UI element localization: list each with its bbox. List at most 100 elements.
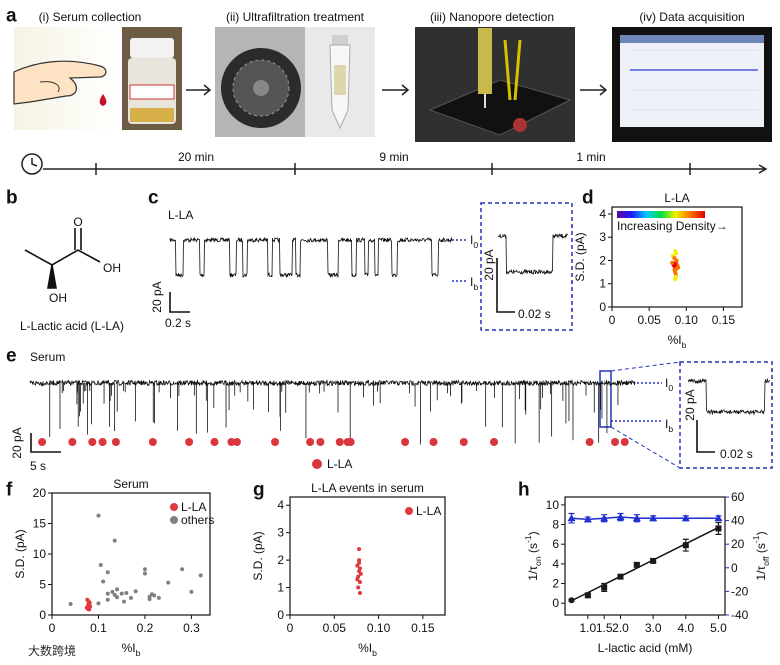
event-dot — [346, 438, 355, 446]
data-point — [601, 584, 608, 591]
x-tick-label: 0.2 — [137, 621, 154, 635]
legend-marker — [405, 507, 413, 515]
legend-label: L-LA — [416, 504, 441, 518]
step-title: (iii) Nanopore detection — [430, 10, 554, 24]
y-tick-label: 0 — [599, 300, 606, 314]
scatter-point — [356, 585, 361, 590]
serum-trace — [29, 378, 636, 387]
event-dot — [620, 438, 629, 446]
label-part: 1/τ — [754, 566, 768, 581]
current-trace — [169, 236, 453, 279]
y-tick-label: 15 — [33, 517, 47, 531]
label-part: ) — [526, 531, 540, 535]
data-point — [583, 515, 592, 523]
x-tick-label: 0.10 — [675, 313, 699, 327]
step-time: 20 min — [178, 150, 214, 164]
data-point — [649, 514, 658, 522]
event-dot — [185, 438, 194, 446]
scatter-point — [180, 567, 185, 572]
selection-box — [599, 370, 612, 428]
y-tick-label: 0 — [277, 608, 284, 622]
scatter-point — [124, 591, 129, 596]
x-tick-label: 0.05 — [637, 313, 661, 327]
atom: OH — [103, 261, 121, 275]
x-tick-label: 5.0 — [710, 621, 727, 635]
y2-tick-label: 0 — [731, 561, 738, 575]
plot-frame — [289, 496, 446, 616]
scale-label: 0.02 s — [720, 447, 753, 461]
colorbar — [617, 211, 705, 218]
step-title: (ii) Ultrafiltration treatment — [226, 10, 365, 24]
label-part: b — [473, 282, 478, 292]
panel-label: g — [253, 480, 265, 501]
label-part: -1 — [751, 535, 761, 543]
panel-label: a — [6, 6, 17, 27]
x-tick-label: 0 — [49, 621, 56, 635]
y-tick-label: 2 — [277, 553, 284, 567]
scatter-point — [357, 547, 362, 552]
chart-title: L-LA — [664, 191, 689, 205]
series-line — [571, 516, 719, 521]
data-point — [714, 514, 723, 522]
scatter-point — [110, 589, 115, 594]
scale-label: 20 pA — [482, 249, 496, 280]
data-point — [568, 597, 575, 604]
y-axis-label: S.D. (pA) — [13, 529, 27, 578]
scatter-point — [673, 277, 678, 282]
y-tick-label: 2 — [552, 577, 559, 591]
event-dot — [232, 438, 241, 446]
inset-trace — [687, 377, 771, 416]
label-part: b — [136, 648, 141, 658]
x-tick-label: 0.1 — [90, 621, 107, 635]
photo-computer — [612, 27, 772, 142]
legend-label: L-LA — [327, 457, 352, 471]
y-tick-label: 0 — [39, 608, 46, 622]
data-point — [616, 513, 625, 521]
label-part: on — [533, 556, 543, 566]
scatter-point — [96, 513, 101, 518]
legend-label: others — [181, 513, 214, 527]
scatter-point — [357, 560, 362, 565]
panel-label: e — [6, 346, 17, 367]
label-part: off — [761, 556, 771, 566]
y2-tick-label: 60 — [731, 490, 745, 504]
event-dot — [38, 438, 47, 446]
scale-label: 20 pA — [10, 427, 24, 458]
scatter-point — [96, 601, 101, 606]
x-axis-label: %Ib — [358, 641, 377, 658]
scatter-point — [68, 602, 73, 607]
scatter-point — [85, 597, 90, 602]
plot-frame — [564, 496, 726, 616]
scatter-point — [149, 592, 154, 597]
label-part: b — [668, 424, 673, 434]
label-part: I — [470, 275, 473, 289]
step-time: 9 min — [379, 150, 408, 164]
y2-tick-label: 20 — [731, 537, 745, 551]
atom: O — [73, 215, 82, 229]
y-tick-label: 10 — [546, 498, 560, 512]
event-dot — [68, 438, 77, 446]
event-dot — [459, 438, 468, 446]
label-part: I — [665, 417, 668, 431]
molecule-name: L-Lactic acid (L-LA) — [20, 319, 124, 333]
scatter-point — [355, 577, 360, 582]
scale-label: 20 pA — [683, 389, 697, 420]
y-tick-label: 3 — [599, 230, 606, 244]
scatter-point — [142, 571, 147, 576]
scale-label: 20 pA — [150, 281, 164, 312]
level-label: Ib — [665, 417, 673, 434]
scatter-point — [156, 595, 161, 600]
y-tick-label: 8 — [552, 518, 559, 532]
x-tick-label: 2.0 — [612, 621, 629, 635]
panel-label: h — [518, 480, 530, 501]
label-part: (s — [526, 543, 540, 556]
y-tick-label: 10 — [33, 547, 47, 561]
level-label: I0 — [470, 233, 478, 250]
y-tick-label: 1 — [277, 581, 284, 595]
scatter-point — [101, 579, 106, 584]
chart-title: Serum — [113, 477, 148, 491]
event-dot — [316, 438, 325, 446]
event-dot — [401, 438, 410, 446]
scatter-point — [358, 571, 363, 576]
scatter-point — [98, 562, 103, 567]
